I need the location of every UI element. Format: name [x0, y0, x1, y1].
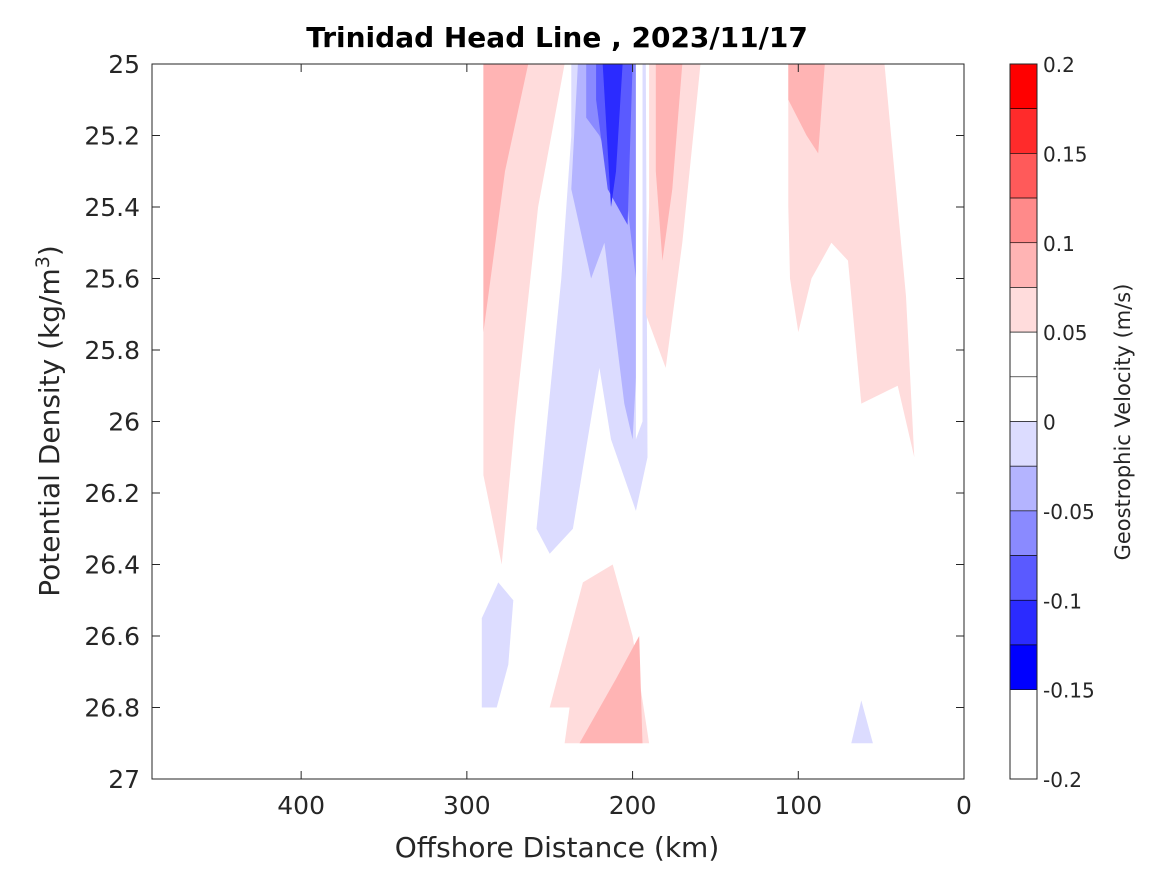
colorbar-band-8: [1009, 421, 1038, 467]
contour-region-pos-1-east: [788, 64, 915, 458]
y-tick-label-26.8: 26.8: [84, 694, 140, 723]
contour-region-pos-2-mid: [655, 64, 683, 261]
colorbar-band-3: [1009, 197, 1038, 244]
colorbar-band-4: [1009, 242, 1038, 288]
colorbar-band-1: [1009, 108, 1038, 154]
colorbar-tick-label-7: -0.15: [1043, 679, 1095, 703]
chart-title: Trinidad Head Line , 2023/11/17: [306, 21, 808, 54]
y-tick-label-26.6: 26.6: [84, 622, 140, 651]
y-tick-label-25: 25: [108, 50, 140, 79]
colorbar-band-5: [1009, 287, 1038, 333]
y-axis-label-text: Potential Density (kg/m: [33, 268, 66, 597]
y-tick-label-27: 27: [108, 765, 140, 794]
plot-area: 400 300 200 100 0 25 25.2 25.4 25.6 25.8 26 26.2 26…: [84, 50, 972, 820]
x-tick-label-200: 200: [609, 791, 657, 820]
contour-region-pos-2-west: [483, 64, 529, 333]
contour-region-neg-1-lower: [481, 582, 514, 708]
x-tick-label-300: 300: [443, 791, 491, 820]
y-axis-label-end: ): [33, 245, 66, 256]
colorbar-label: Geostrophic Velocity (m/s): [1111, 284, 1135, 561]
colorbar-band-10: [1009, 510, 1038, 556]
colorbar-band-0: [1009, 63, 1038, 109]
colorbar-band-2: [1009, 153, 1038, 199]
contour-region-neg-1-deep-east: [851, 700, 873, 744]
colorbar-bands: [1009, 63, 1038, 690]
y-tick-label-25.4: 25.4: [84, 193, 140, 222]
colorbar-tick-label-8: -0.2: [1043, 768, 1082, 792]
y-tick-label-26.4: 26.4: [84, 551, 140, 580]
colorbar-band-11: [1009, 555, 1038, 601]
y-axis-label-superscript: 3: [32, 256, 54, 268]
y-tick-label-25.8: 25.8: [84, 336, 140, 365]
colorbar-band-6: [1009, 331, 1038, 378]
colorbar-tick-label-1: 0.15: [1043, 142, 1088, 166]
y-axis-ticks: 25 25.2 25.4 25.6 25.8 26 26.2 26.4 26.6 26.8 27: [84, 50, 964, 794]
colorbar-band-7: [1009, 376, 1038, 422]
y-tick-label-25.6: 25.6: [84, 265, 140, 294]
contour-region-pos-2-east: [788, 64, 825, 154]
contour-region-pos-2-lower: [579, 636, 643, 744]
colorbar-tick-label-3: 0.05: [1043, 321, 1088, 345]
colorbar-tick-label-4: 0: [1043, 411, 1056, 435]
colorbar-tick-label-5: -0.05: [1043, 500, 1095, 524]
colorbar-tick-label-2: 0.1: [1043, 232, 1075, 256]
x-tick-label-100: 100: [774, 791, 822, 820]
contour-region-gap-white: [635, 64, 643, 440]
x-tick-label-400: 400: [277, 791, 325, 820]
contour-regions: [481, 64, 915, 744]
colorbar-frame: [1009, 63, 1038, 780]
colorbar-band-13: [1009, 644, 1038, 690]
x-axis-ticks: 400 300 200 100 0: [277, 64, 972, 820]
colorbar-tick-label-0: 0.2: [1043, 53, 1075, 77]
colorbar: 0.2 0.15 0.1 0.05 0 -0.05 -0.1 -0.15 -0.2: [1009, 53, 1095, 792]
contour-region-neg-5-core: [602, 64, 623, 207]
colorbar-band-12: [1009, 599, 1038, 646]
x-tick-label-0: 0: [956, 791, 972, 820]
colorbar-ticks: 0.2 0.15 0.1 0.05 0 -0.05 -0.1 -0.15 -0.2: [1043, 53, 1095, 792]
y-tick-label-26: 26: [108, 408, 140, 437]
x-axis-label: Offshore Distance (km): [395, 831, 720, 864]
y-axis-label: Potential Density (kg/m3): [32, 245, 66, 597]
contour-region-pos-1-west: [483, 64, 565, 565]
colorbar-band-9: [1009, 465, 1038, 512]
colorbar-tick-label-6: -0.1: [1043, 589, 1082, 613]
y-tick-label-25.2: 25.2: [84, 122, 140, 151]
y-tick-label-26.2: 26.2: [84, 479, 140, 508]
